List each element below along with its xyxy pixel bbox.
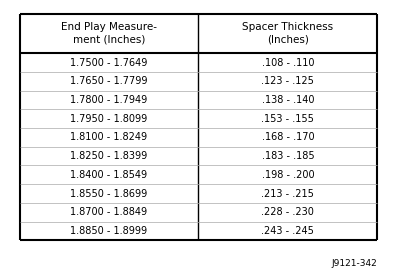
Text: .138 - .140: .138 - .140 [262,95,314,105]
Text: 1.7800 - 1.7949: 1.7800 - 1.7949 [70,95,148,105]
Text: 1.8400 - 1.8549: 1.8400 - 1.8549 [70,170,148,180]
Text: .123 - .125: .123 - .125 [261,76,314,86]
Text: .168 - .170: .168 - .170 [262,132,314,143]
Text: .108 - .110: .108 - .110 [262,58,314,68]
Text: .243 - .245: .243 - .245 [261,226,314,236]
Text: .213 - .215: .213 - .215 [261,188,314,198]
Text: 1.7500 - 1.7649: 1.7500 - 1.7649 [70,58,148,68]
Text: .183 - .185: .183 - .185 [262,151,314,161]
Text: Spacer Thickness
(Inches): Spacer Thickness (Inches) [242,22,333,45]
Text: 1.8700 - 1.8849: 1.8700 - 1.8849 [70,207,148,217]
Text: 1.8850 - 1.8999: 1.8850 - 1.8999 [70,226,148,236]
Text: .153 - .155: .153 - .155 [261,114,314,124]
Text: End Play Measure-
ment (Inches): End Play Measure- ment (Inches) [61,22,157,45]
Text: J9121-342: J9121-342 [332,259,377,268]
Text: 1.7950 - 1.8099: 1.7950 - 1.8099 [70,114,148,124]
Text: .228 - .230: .228 - .230 [261,207,314,217]
Text: 1.8100 - 1.8249: 1.8100 - 1.8249 [70,132,148,143]
Text: 1.8550 - 1.8699: 1.8550 - 1.8699 [70,188,148,198]
Text: .198 - .200: .198 - .200 [262,170,314,180]
Text: 1.7650 - 1.7799: 1.7650 - 1.7799 [70,76,148,86]
Text: 1.8250 - 1.8399: 1.8250 - 1.8399 [70,151,148,161]
